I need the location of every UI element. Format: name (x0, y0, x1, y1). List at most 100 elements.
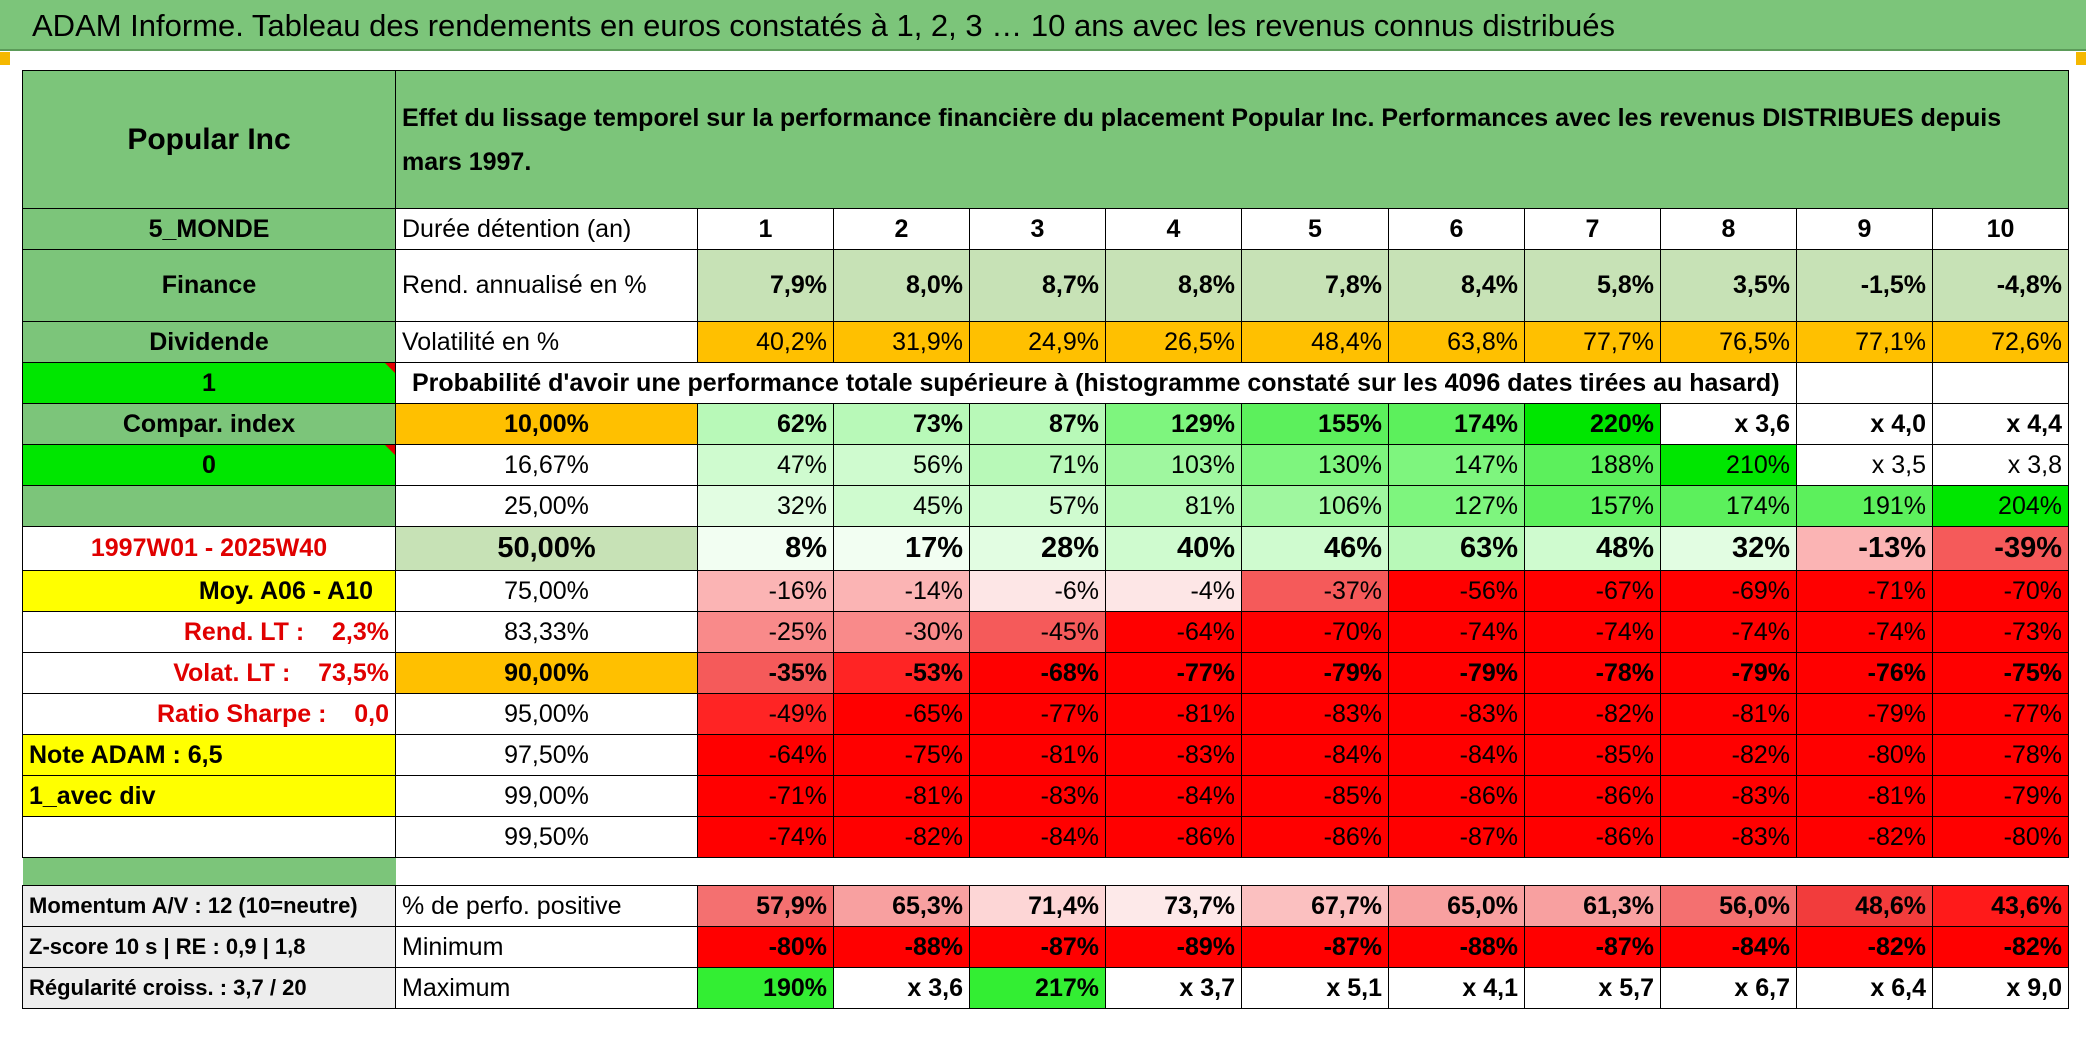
table-row: Ratio Sharpe : 0,0 95,00% -49% -65% -77% -81%… (22, 693, 2069, 735)
prob-value: 32% (697, 485, 834, 527)
table-row: 0 16,67% 47% 56% 71% 103% 130% 147% 188% 210% x 3,… (22, 444, 2069, 486)
rend-value: 8,4% (1388, 249, 1525, 322)
prob-value: 48% (1524, 526, 1661, 571)
prob-value: -84% (969, 816, 1106, 858)
prob-value: -79% (1932, 775, 2069, 817)
prob-value: x 3,6 (1660, 403, 1797, 445)
vol-value: 26,5% (1105, 321, 1242, 363)
prob-value: -83% (969, 775, 1106, 817)
prob-value: -30% (833, 611, 970, 653)
report-title: ADAM Informe. Tableau des rendements en … (0, 0, 2086, 51)
rend-value: 8,0% (833, 249, 970, 322)
prob-value: -79% (1241, 652, 1389, 694)
blank-cell (1932, 362, 2069, 404)
stat-value: x 4,1 (1388, 967, 1525, 1009)
stat-value: 65,0% (1388, 885, 1525, 927)
moy-label: Moy. A06 - A10 (22, 570, 396, 612)
stat-left-label: Momentum A/V : 12 (10=neutre) (22, 885, 396, 927)
sharpe-label: Ratio Sharpe : 0,0 (22, 693, 396, 735)
percentile-label: 97,50% (395, 734, 698, 776)
percentile-label: 99,50% (395, 816, 698, 858)
year-header: 9 (1796, 208, 1933, 250)
prob-value: -86% (1388, 775, 1525, 817)
prob-value: 73% (833, 403, 970, 445)
prob-value: 103% (1105, 444, 1242, 486)
prob-value: -78% (1932, 734, 2069, 776)
prob-value: -75% (1932, 652, 2069, 694)
prob-value: 220% (1524, 403, 1661, 445)
prob-value: -69% (1660, 570, 1797, 612)
prob-value: 210% (1660, 444, 1797, 486)
table-row: Volat. LT : 73,5% 90,00% -35% -53% -68% -77% -… (22, 652, 2069, 694)
prob-value: -71% (697, 775, 834, 817)
prob-value: -83% (1105, 734, 1242, 776)
rend-value: -1,5% (1796, 249, 1933, 322)
prob-value: -81% (1796, 775, 1933, 817)
prob-value: -83% (1660, 775, 1797, 817)
stat-left-label: Régularité croiss. : 3,7 / 20 (22, 967, 396, 1009)
prob-value: -79% (1796, 693, 1933, 735)
prob-value: -76% (1796, 652, 1933, 694)
separator-green (22, 857, 396, 886)
stat-value: 71,4% (969, 885, 1106, 927)
prob-value: -75% (833, 734, 970, 776)
stat-value: x 5,1 (1241, 967, 1389, 1009)
prob-value: -83% (1241, 693, 1389, 735)
year-header: 6 (1388, 208, 1525, 250)
vol-value: 24,9% (969, 321, 1106, 363)
prob-value: 130% (1241, 444, 1389, 486)
prob-value: 147% (1388, 444, 1525, 486)
prob-value: -64% (697, 734, 834, 776)
table-row: 1_avec div 99,00% -71% -81% -83% -84% -85% -86%… (22, 775, 2069, 817)
returns-table: Popular Inc Effet du lissage temporel su… (22, 70, 2069, 1009)
stat-label: Maximum (395, 967, 698, 1009)
prob-value: -86% (1241, 816, 1389, 858)
volat-lt-label: Volat. LT : 73,5% (22, 652, 396, 694)
rend-label: Rend. annualisé en % (395, 249, 698, 322)
table-row: Dividende Volatilité en % 40,2% 31,9% 24,9% 2… (22, 321, 2069, 363)
prob-value: -85% (1241, 775, 1389, 817)
prob-value: -77% (969, 693, 1106, 735)
stat-value: 217% (969, 967, 1106, 1009)
prob-value: 87% (969, 403, 1106, 445)
prob-value: 106% (1241, 485, 1389, 527)
prob-value: -81% (1105, 693, 1242, 735)
vol-label: Volatilité en % (395, 321, 698, 363)
year-header: 4 (1105, 208, 1242, 250)
table-row: Moy. A06 - A10 75,00% -16% -14% -6% -4% -37% -5… (22, 570, 2069, 612)
prob-value: -86% (1524, 775, 1661, 817)
stat-value: -82% (1932, 926, 2069, 968)
vol-value: 76,5% (1660, 321, 1797, 363)
stat-value: -84% (1660, 926, 1797, 968)
stat-label: % de perfo. positive (395, 885, 698, 927)
prob-value: 63% (1388, 526, 1525, 571)
prob-value: -81% (969, 734, 1106, 776)
stat-value: x 5,7 (1524, 967, 1661, 1009)
rend-value: 3,5% (1660, 249, 1797, 322)
prob-value: -35% (697, 652, 834, 694)
stat-value: 48,6% (1796, 885, 1933, 927)
prob-value: -81% (833, 775, 970, 817)
percentile-label: 99,00% (395, 775, 698, 817)
year-header: 2 (833, 208, 970, 250)
percentile-label: 90,00% (395, 652, 698, 694)
prob-value: -84% (1105, 775, 1242, 817)
prob-value: -85% (1524, 734, 1661, 776)
rend-value: 7,8% (1241, 249, 1389, 322)
zone-label: 5_MONDE (22, 208, 396, 250)
stat-value: 57,9% (697, 885, 834, 927)
percentile-label: 25,00% (395, 485, 698, 527)
prob-value: -81% (1660, 693, 1797, 735)
table-row: Momentum A/V : 12 (10=neutre)% de perfo.… (22, 885, 2069, 927)
prob-value: -13% (1796, 526, 1933, 571)
prob-value: -83% (1660, 816, 1797, 858)
sector-label: Finance (22, 249, 396, 322)
year-header: 5 (1241, 208, 1389, 250)
prob-value: -25% (697, 611, 834, 653)
stat-value: -88% (833, 926, 970, 968)
table-row: Régularité croiss. : 3,7 / 20 Maximum 190%… (22, 967, 2069, 1009)
prob-value: -70% (1241, 611, 1389, 653)
prob-value: -79% (1388, 652, 1525, 694)
prob-value: -6% (969, 570, 1106, 612)
prob-value: -80% (1932, 816, 2069, 858)
